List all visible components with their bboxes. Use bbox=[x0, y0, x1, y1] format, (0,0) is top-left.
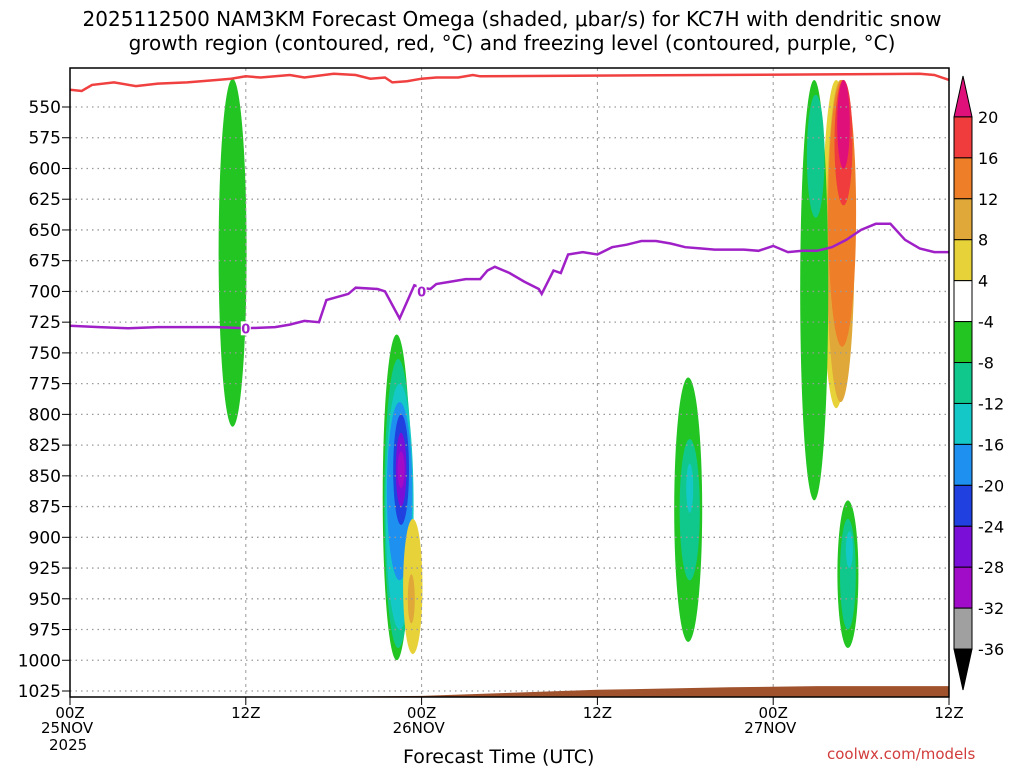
colorbar-label: 4 bbox=[978, 272, 988, 291]
y-tick-label: 575 bbox=[29, 129, 61, 149]
y-tick-label: 975 bbox=[29, 621, 61, 641]
x-axis-title: Forecast Time (UTC) bbox=[403, 746, 595, 768]
y-tick-label: 875 bbox=[29, 498, 61, 518]
y-tick-label: 675 bbox=[29, 252, 61, 272]
y-tick-label: 925 bbox=[29, 559, 61, 579]
y-tick-label: 625 bbox=[29, 190, 61, 210]
colorbar-label: 16 bbox=[978, 149, 998, 168]
omega-region bbox=[845, 531, 853, 568]
colorbar-label: -24 bbox=[978, 517, 1004, 536]
y-tick-label: 900 bbox=[29, 528, 61, 548]
x-axis: 00Z 12Z 00Z 12Z 00Z 12Z bbox=[55, 697, 964, 722]
contour-lines bbox=[70, 72, 949, 330]
ground-layer bbox=[300, 686, 949, 697]
colorbar-label: -12 bbox=[978, 394, 1004, 413]
colorbar-bin bbox=[953, 239, 973, 282]
y-tick-label: 1000 bbox=[18, 651, 61, 671]
omega-region bbox=[218, 78, 247, 427]
ground-surface bbox=[300, 686, 949, 697]
y-tick-label: 850 bbox=[29, 467, 61, 487]
colorbar-label: -8 bbox=[978, 354, 994, 373]
x-day-label: 26NOV bbox=[392, 719, 445, 737]
colorbar-label: -20 bbox=[978, 476, 1004, 495]
x-tick-label: 00Z bbox=[407, 704, 436, 722]
colorbar-bin bbox=[953, 525, 973, 568]
colorbar-bin bbox=[953, 362, 973, 404]
colorbar: 20 16 12 8 4 -4 -8 -12 -16 -20 -24 -28 -32 -36 bbox=[953, 75, 1004, 691]
x-tick-label: 12Z bbox=[934, 704, 963, 722]
y-tick-label: 600 bbox=[29, 159, 61, 179]
y-tick-label: 950 bbox=[29, 590, 61, 610]
colorbar-bin bbox=[953, 648, 973, 691]
y-tick-label: 750 bbox=[29, 344, 61, 364]
colorbar-label: 20 bbox=[978, 108, 998, 127]
x-day-label: 27NOV bbox=[744, 719, 797, 737]
colorbar-bin bbox=[953, 280, 973, 323]
colorbar-bin bbox=[953, 484, 973, 527]
credit-link[interactable]: coolwx.com/models bbox=[827, 745, 976, 763]
x-tick-label: 12Z bbox=[583, 704, 612, 722]
colorbar-bin bbox=[953, 607, 973, 650]
y-axis: 550 575 600 625 650 675 700 725 750 775 800 825 850 8… bbox=[18, 98, 70, 702]
colorbar-bin bbox=[953, 157, 973, 200]
chart-title-line-2: growth region (contoured, red, °C) and f… bbox=[128, 31, 896, 55]
colorbar-label: -4 bbox=[978, 313, 994, 332]
colorbar-label: 8 bbox=[978, 231, 988, 250]
x-tick-label: 00Z bbox=[759, 704, 788, 722]
y-tick-label: 700 bbox=[29, 282, 61, 302]
x-tick-label: 12Z bbox=[231, 704, 260, 722]
y-tick-label: 775 bbox=[29, 375, 61, 395]
freezing-level-label: 0 bbox=[417, 285, 426, 300]
colorbar-label: 12 bbox=[978, 190, 998, 209]
colorbar-bin bbox=[953, 198, 973, 241]
y-tick-label: 800 bbox=[29, 405, 61, 425]
colorbar-label: -36 bbox=[978, 640, 1004, 659]
chart-title-line-1: 2025112500 NAM3KM Forecast Omega (shaded… bbox=[82, 7, 942, 31]
contour-label-bg bbox=[240, 321, 251, 336]
colorbar-bin bbox=[953, 566, 973, 609]
x-year-label: 2025 bbox=[49, 736, 88, 754]
colorbar-label: -32 bbox=[978, 599, 1004, 618]
x-tick-label: 00Z bbox=[55, 704, 84, 722]
contour-label-bg bbox=[416, 284, 427, 299]
y-tick-label: 650 bbox=[29, 221, 61, 241]
y-tick-label: 1025 bbox=[18, 682, 61, 702]
grid-lines bbox=[70, 68, 949, 697]
omega-region bbox=[397, 451, 405, 489]
colorbar-bin bbox=[953, 116, 973, 159]
y-tick-label: 550 bbox=[29, 98, 61, 118]
dendritic-growth-contour bbox=[70, 72, 949, 93]
colorbar-bin bbox=[953, 321, 973, 364]
freezing-level-contour bbox=[70, 222, 949, 330]
plot-frame bbox=[69, 67, 950, 698]
omega-region bbox=[837, 79, 850, 169]
omega-region bbox=[806, 94, 825, 218]
freezing-level-label: 0 bbox=[241, 322, 250, 337]
y-tick-label: 725 bbox=[29, 313, 61, 333]
x-day-label: 25NOV bbox=[41, 719, 94, 737]
colorbar-label: -28 bbox=[978, 558, 1004, 577]
omega-region bbox=[686, 463, 694, 513]
colorbar-bin bbox=[953, 75, 973, 118]
colorbar-label: -16 bbox=[978, 435, 1004, 454]
omega-shading bbox=[218, 78, 859, 661]
contour-labels: 00 bbox=[240, 284, 427, 337]
colorbar-bin bbox=[953, 443, 973, 486]
colorbar-bin bbox=[953, 402, 973, 445]
y-tick-label: 825 bbox=[29, 436, 61, 456]
